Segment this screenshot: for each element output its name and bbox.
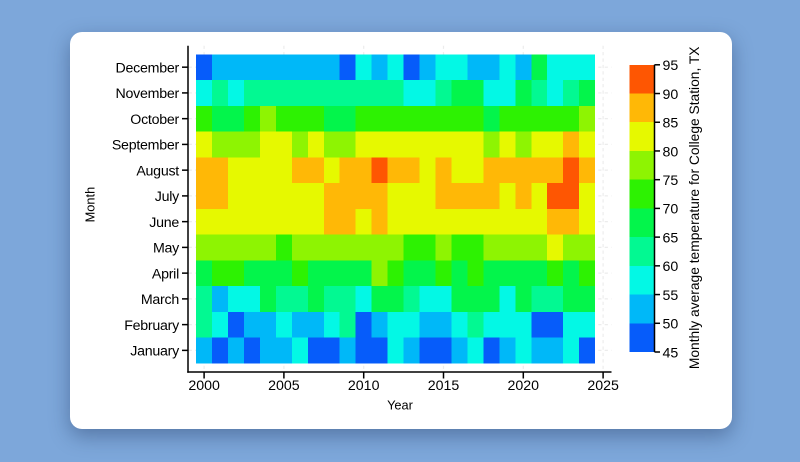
svg-text:July: July — [155, 189, 180, 205]
svg-text:55: 55 — [663, 288, 679, 304]
svg-text:50: 50 — [663, 317, 679, 333]
svg-text:95: 95 — [663, 58, 679, 74]
svg-text:80: 80 — [663, 144, 679, 160]
svg-text:February: February — [124, 318, 180, 334]
svg-text:75: 75 — [663, 173, 679, 189]
svg-text:January: January — [130, 344, 180, 360]
svg-text:70: 70 — [663, 202, 679, 218]
svg-text:April: April — [152, 266, 179, 282]
svg-text:2010: 2010 — [348, 378, 380, 394]
svg-text:2000: 2000 — [188, 378, 220, 394]
svg-text:2025: 2025 — [587, 378, 619, 394]
svg-text:2015: 2015 — [428, 378, 460, 394]
svg-text:85: 85 — [663, 116, 679, 132]
svg-text:October: October — [130, 112, 179, 128]
svg-text:Year: Year — [387, 398, 414, 413]
svg-text:March: March — [141, 292, 179, 308]
svg-text:Monthly average temperature fo: Monthly average temperature for College … — [687, 46, 702, 369]
svg-text:45: 45 — [663, 345, 679, 361]
svg-text:2005: 2005 — [268, 378, 300, 394]
svg-text:90: 90 — [663, 87, 679, 103]
svg-text:September: September — [112, 138, 180, 154]
svg-text:August: August — [136, 163, 179, 179]
svg-text:December: December — [116, 60, 180, 76]
svg-text:60: 60 — [663, 259, 679, 275]
svg-text:2020: 2020 — [508, 378, 540, 394]
svg-text:June: June — [149, 215, 179, 231]
svg-text:65: 65 — [663, 230, 679, 246]
svg-text:May: May — [153, 241, 180, 257]
svg-text:Month: Month — [83, 187, 98, 223]
svg-text:November: November — [116, 86, 180, 102]
